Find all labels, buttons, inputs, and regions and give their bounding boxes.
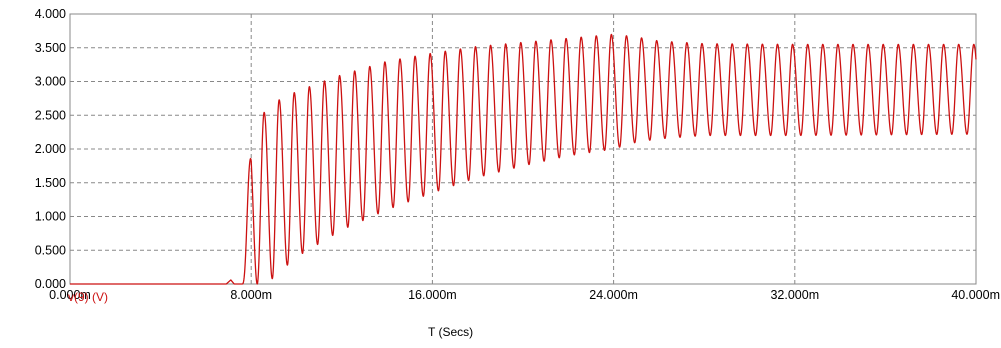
y-tick-label: 1.500	[35, 176, 66, 190]
y-tick-label: 2.500	[35, 108, 66, 122]
x-tick-label: 24.000m	[589, 288, 638, 302]
x-tick-label: 40.000m	[951, 288, 1000, 302]
x-axis-label: T (Secs)	[428, 325, 473, 339]
y-tick-label: 4.000	[35, 7, 66, 21]
x-tick-label: 8.000m	[230, 288, 272, 302]
y-tick-label: 3.000	[35, 75, 66, 89]
x-tick-label: 32.000m	[770, 288, 819, 302]
y-tick-label: 3.500	[35, 41, 66, 55]
x-axis-ticks: 0.000m 8.000m 16.000m 24.000m 32.000m 40.000m	[49, 288, 1000, 302]
y-tick-label: 2.000	[35, 142, 66, 156]
plot-frame	[69, 13, 977, 285]
y-axis-ticks: 0.000 0.500 1.000 1.500 2.000 2.500 3.000 3.500…	[35, 7, 66, 291]
series-line-v9	[70, 33, 977, 285]
x-tick-label: 0.000m	[49, 288, 91, 302]
x-tick-label: 16.000m	[408, 288, 457, 302]
series-label-v9: v(9) (V)	[68, 290, 108, 304]
y-tick-label: 0.500	[35, 243, 66, 257]
y-tick-label: 0.000	[35, 277, 66, 291]
y-tick-label: 1.000	[35, 210, 66, 224]
